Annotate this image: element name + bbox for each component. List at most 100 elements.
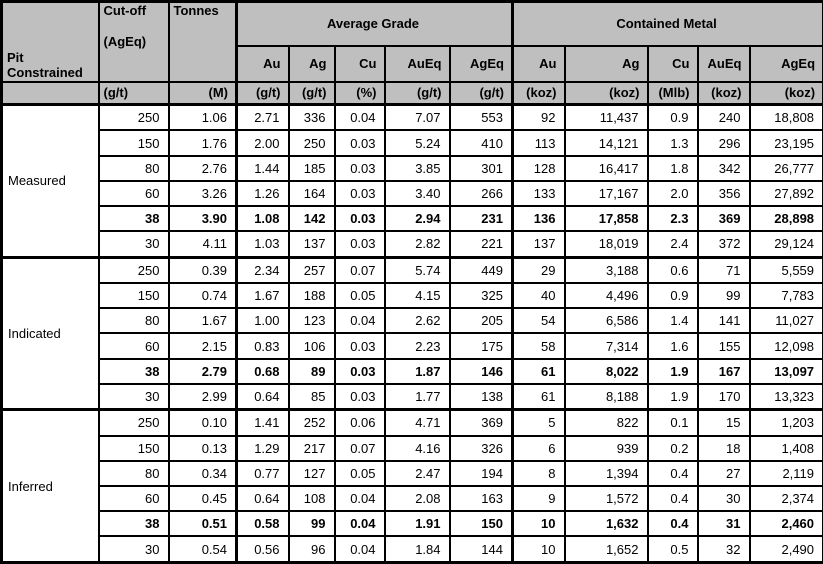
cell-metal-cu: 1.9 [646, 382, 699, 411]
cell-metal-aueq: 356 [696, 179, 751, 208]
cell-tonnes: 2.15 [167, 332, 238, 360]
cell-tonnes: 0.45 [167, 485, 238, 513]
header-grade-cu: Cu [333, 44, 386, 83]
cell-grade-ageq: 194 [448, 459, 514, 488]
cell-cutoff: 60 [97, 485, 170, 513]
cell-metal-ageq: 27,892 [748, 179, 823, 208]
unit-metal-cu: (Mlb) [646, 80, 699, 106]
cell-grade-aueq: 4.15 [383, 282, 451, 310]
cell-metal-cu: 2.4 [646, 230, 699, 259]
cell-metal-aueq: 27 [696, 459, 751, 488]
cell-grade-au: 1.00 [235, 307, 290, 335]
cell-tonnes: 2.76 [167, 154, 238, 182]
table-row: Inferred 250 0.10 1.41 252 0.06 4.71 369 5 822 0.1… [0, 408, 823, 564]
cell-grade-ageq: 266 [448, 179, 514, 208]
cell-metal-cu: 0.4 [646, 510, 699, 538]
cell-metal-cu: 0.9 [646, 282, 699, 310]
cell-metal-ag: 1,632 [563, 510, 649, 538]
cell-cutoff: 250 [97, 103, 170, 132]
cell-metal-ageq: 5,559 [748, 255, 823, 285]
cell-grade-aueq: 2.23 [383, 332, 451, 360]
cell-metal-ageq: 26,777 [748, 154, 823, 182]
cell-grade-cu: 0.03 [333, 332, 386, 360]
table-row: 38 0.51 0.58 99 0.04 1.91 150 10 1,632 0.4 31 2,460 [2, 510, 823, 538]
cell-metal-cu: 0.6 [646, 255, 699, 285]
cell-metal-ag: 18,019 [563, 230, 649, 259]
unit-grade-ag: (g/t) [287, 80, 336, 106]
header-metal-au: Au [511, 44, 566, 83]
cell-metal-ageq: 29,124 [748, 230, 823, 259]
cell-metal-aueq: 369 [696, 204, 751, 233]
cell-metal-au: 137 [511, 230, 566, 259]
cell-metal-au: 58 [511, 332, 566, 360]
table-row: 80 0.34 0.77 127 0.05 2.47 194 8 1,394 0.4 27 2,119 [2, 459, 823, 488]
cell-grade-ag: 257 [287, 255, 336, 285]
cell-metal-au: 6 [511, 434, 566, 462]
cell-metal-au: 54 [511, 307, 566, 335]
cell-grade-cu: 0.05 [333, 459, 386, 488]
table-body: Measured 250 1.06 2.71 336 0.04 7.07 553 92 11,43… [0, 103, 823, 564]
table-row: 60 3.26 1.26 164 0.03 3.40 266 133 17,167 2.0 356 2… [2, 179, 823, 208]
unit-grade-au: (g/t) [235, 80, 290, 106]
cell-grade-ag: 188 [287, 282, 336, 310]
cell-metal-ageq: 13,323 [748, 382, 823, 411]
table-row: 30 2.99 0.64 85 0.03 1.77 138 61 8,188 1.9 170 13,3… [2, 382, 823, 411]
table-row: 30 4.11 1.03 137 0.03 2.82 221 137 18,019 2.4 372 2… [2, 230, 823, 259]
table-row: 38 2.79 0.68 89 0.03 1.87 146 61 8,022 1.9 167 13,0… [2, 357, 823, 385]
cell-metal-aueq: 170 [696, 382, 751, 411]
cell-grade-au: 0.68 [235, 357, 290, 385]
cell-cutoff: 60 [97, 179, 170, 208]
cell-metal-au: 133 [511, 179, 566, 208]
cell-grade-aueq: 2.94 [383, 204, 451, 233]
cell-metal-au: 113 [511, 129, 566, 157]
cell-grade-aueq: 5.74 [383, 255, 451, 285]
unit-metal-aueq: (koz) [696, 80, 751, 106]
cell-metal-ag: 1,652 [563, 535, 649, 564]
cell-cutoff: 150 [97, 434, 170, 462]
cell-grade-cu: 0.04 [333, 307, 386, 335]
cell-cutoff: 250 [97, 408, 170, 437]
header-grade-ageq: AgEq [448, 44, 514, 83]
cell-metal-cu: 1.6 [646, 332, 699, 360]
cell-grade-cu: 0.03 [333, 179, 386, 208]
cell-grade-aueq: 2.62 [383, 307, 451, 335]
cell-grade-ag: 89 [287, 357, 336, 385]
cell-metal-ag: 1,572 [563, 485, 649, 513]
header-contained-metal-group: Contained Metal [510, 0, 823, 47]
cell-grade-cu: 0.04 [333, 510, 386, 538]
cell-metal-ag: 17,167 [563, 179, 649, 208]
cell-grade-ag: 127 [287, 459, 336, 488]
cell-grade-ageq: 221 [448, 230, 514, 259]
cell-metal-ageq: 28,898 [748, 204, 823, 233]
cell-metal-aueq: 372 [696, 230, 751, 259]
cell-grade-ageq: 163 [448, 485, 514, 513]
header-row-groups: Pit Constrained Cut-off (AgEq) Tonnes Av… [0, 0, 823, 83]
cell-grade-au: 0.83 [235, 332, 290, 360]
cell-metal-ag: 16,417 [563, 154, 649, 182]
section-label: Inferred [0, 408, 100, 564]
cell-tonnes: 4.11 [167, 230, 238, 259]
cell-grade-ag: 217 [287, 434, 336, 462]
cell-metal-au: 61 [511, 382, 566, 411]
header-average-grade-group: Average Grade [235, 0, 514, 47]
unit-grade-ageq: (g/t) [448, 80, 514, 106]
header-tonnes: Tonnes [167, 0, 238, 83]
header-cutoff-line1: Cut-off [103, 3, 147, 19]
cell-grade-ag: 164 [287, 179, 336, 208]
cell-metal-ageq: 1,203 [748, 408, 823, 437]
cell-grade-ageq: 138 [448, 382, 514, 411]
cell-cutoff: 80 [97, 307, 170, 335]
cell-metal-cu: 1.9 [646, 357, 699, 385]
cell-metal-aueq: 240 [696, 103, 751, 132]
header-row-elements: Au Ag Cu AuEq AgEq Au Ag Cu AuEq AgEq [2, 44, 823, 83]
cell-metal-ag: 17,858 [563, 204, 649, 233]
cell-grade-ageq: 369 [448, 408, 514, 437]
table-row: Measured 250 1.06 2.71 336 0.04 7.07 553 92 11,43… [0, 103, 823, 259]
cell-metal-au: 5 [511, 408, 566, 437]
cell-metal-au: 10 [511, 510, 566, 538]
cell-metal-cu: 0.9 [646, 103, 699, 132]
cell-grade-au: 2.00 [235, 129, 290, 157]
cell-metal-ageq: 13,097 [748, 357, 823, 385]
cell-metal-aueq: 167 [696, 357, 751, 385]
